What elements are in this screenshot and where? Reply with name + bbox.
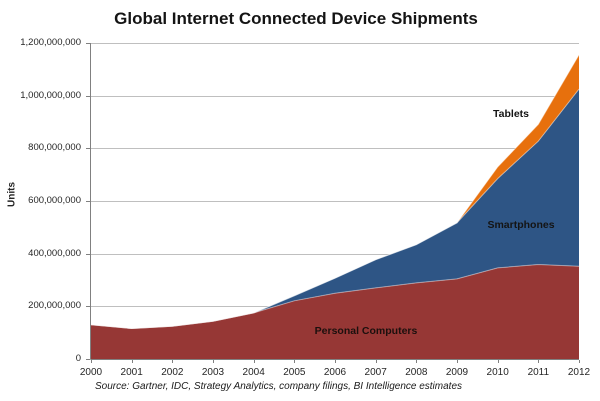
x-axis-tick-label: 2010 (486, 367, 509, 378)
series-label-smartphones: Smartphones (487, 219, 555, 231)
x-axis-tick-label: 2000 (79, 367, 103, 378)
x-axis-tick-label: 2004 (242, 367, 265, 378)
y-axis-tick-label: 0 (75, 353, 81, 364)
source-note: Source: Gartner, IDC, Strategy Analytics… (95, 381, 463, 392)
x-axis-tick-label: 2011 (527, 367, 550, 378)
y-axis-tick-label: 600,000,000 (28, 195, 81, 206)
series-label-personal-computers: Personal Computers (314, 325, 418, 337)
x-axis-tick-label: 2002 (161, 367, 184, 378)
chart-title: Global Internet Connected Device Shipmen… (114, 9, 478, 28)
y-axis-tick-label: 1,000,000,000 (20, 89, 81, 101)
y-axis-tick-label: 200,000,000 (28, 300, 81, 312)
x-axis-tick-label: 2005 (283, 367, 306, 378)
series-label-tablets: Tablets (493, 108, 529, 120)
x-axis-tick-label: 2007 (364, 367, 387, 378)
x-axis-tick-label: 2008 (405, 367, 428, 378)
y-axis-tick-label: 1,200,000,000 (20, 37, 81, 48)
x-axis-tick-label: 2003 (201, 367, 225, 378)
x-axis-tick-label: 2001 (120, 367, 143, 378)
x-axis-tick-label: 2009 (445, 367, 469, 378)
y-axis-tick-label: 400,000,000 (28, 247, 81, 259)
x-axis-tick-label: 2006 (323, 367, 347, 378)
y-axis-tick-label: 800,000,000 (28, 142, 81, 154)
x-axis-tick-label: 2012 (567, 367, 591, 378)
